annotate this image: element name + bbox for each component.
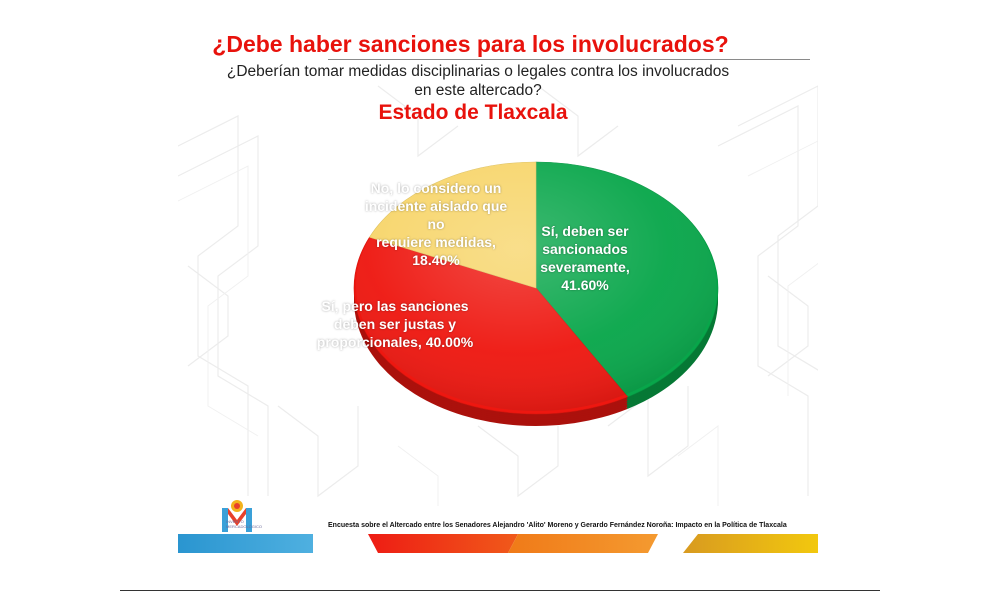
slice-label-no: No, lo considero un incidente aislado qu… xyxy=(356,179,516,269)
chart-subtitle: ¿Deberían tomar medidas disciplinarias o… xyxy=(178,62,778,100)
survey-slide: ¿Debe haber sanciones para los involucra… xyxy=(178,26,818,553)
slice-label-severe-line-4: 41.60% xyxy=(561,277,609,293)
company-logo xyxy=(222,500,252,532)
logo-text: INVENTO MERCADOLÓGICO xyxy=(226,519,262,529)
slice-label-fair: Sí, pero las sanciones deben ser justas … xyxy=(295,297,495,351)
page-bottom-rule xyxy=(120,590,880,591)
region-title: Estado de Tlaxcala xyxy=(378,101,568,124)
logo-text-line-1: INVENTO xyxy=(226,519,244,524)
slice-label-no-line-1: No, lo considero un xyxy=(370,180,502,196)
slice-label-fair-line-1: Sí, pero las sanciones xyxy=(321,298,469,314)
slice-label-no-line-3: requiere medidas, xyxy=(376,234,496,250)
slice-label-fair-line-2: deben ser justas y xyxy=(333,316,457,332)
slice-label-fair-line-3: proporcionales, 40.00% xyxy=(316,334,474,350)
slice-label-no-line-4: 18.40% xyxy=(412,252,460,268)
footer-bar-gold xyxy=(683,534,818,553)
footer-bar-red xyxy=(368,534,518,553)
footer-bar-blue xyxy=(178,534,313,553)
footer-bar-orange xyxy=(508,534,658,553)
slice-label-severe: Sí, deben ser sancionados severamente, 4… xyxy=(520,222,650,294)
survey-source-note: Encuesta sobre el Altercado entre los Se… xyxy=(328,522,787,529)
title-divider xyxy=(328,59,810,60)
logo-text-line-2: MERCADOLÓGICO xyxy=(226,524,263,529)
subtitle-line-2: en este altercado? xyxy=(414,82,542,99)
pie-chart xyxy=(353,161,719,426)
slice-label-severe-line-3: severamente, xyxy=(540,259,630,275)
footer-color-bar xyxy=(178,534,818,553)
slice-label-no-line-2: incidente aislado que no xyxy=(364,198,508,232)
subtitle-line-1: ¿Deberían tomar medidas disciplinarias o… xyxy=(226,63,730,80)
chart-title: ¿Debe haber sanciones para los involucra… xyxy=(212,31,729,57)
slice-label-severe-line-2: sancionados xyxy=(542,241,628,257)
slice-label-severe-line-1: Sí, deben ser xyxy=(541,223,629,239)
